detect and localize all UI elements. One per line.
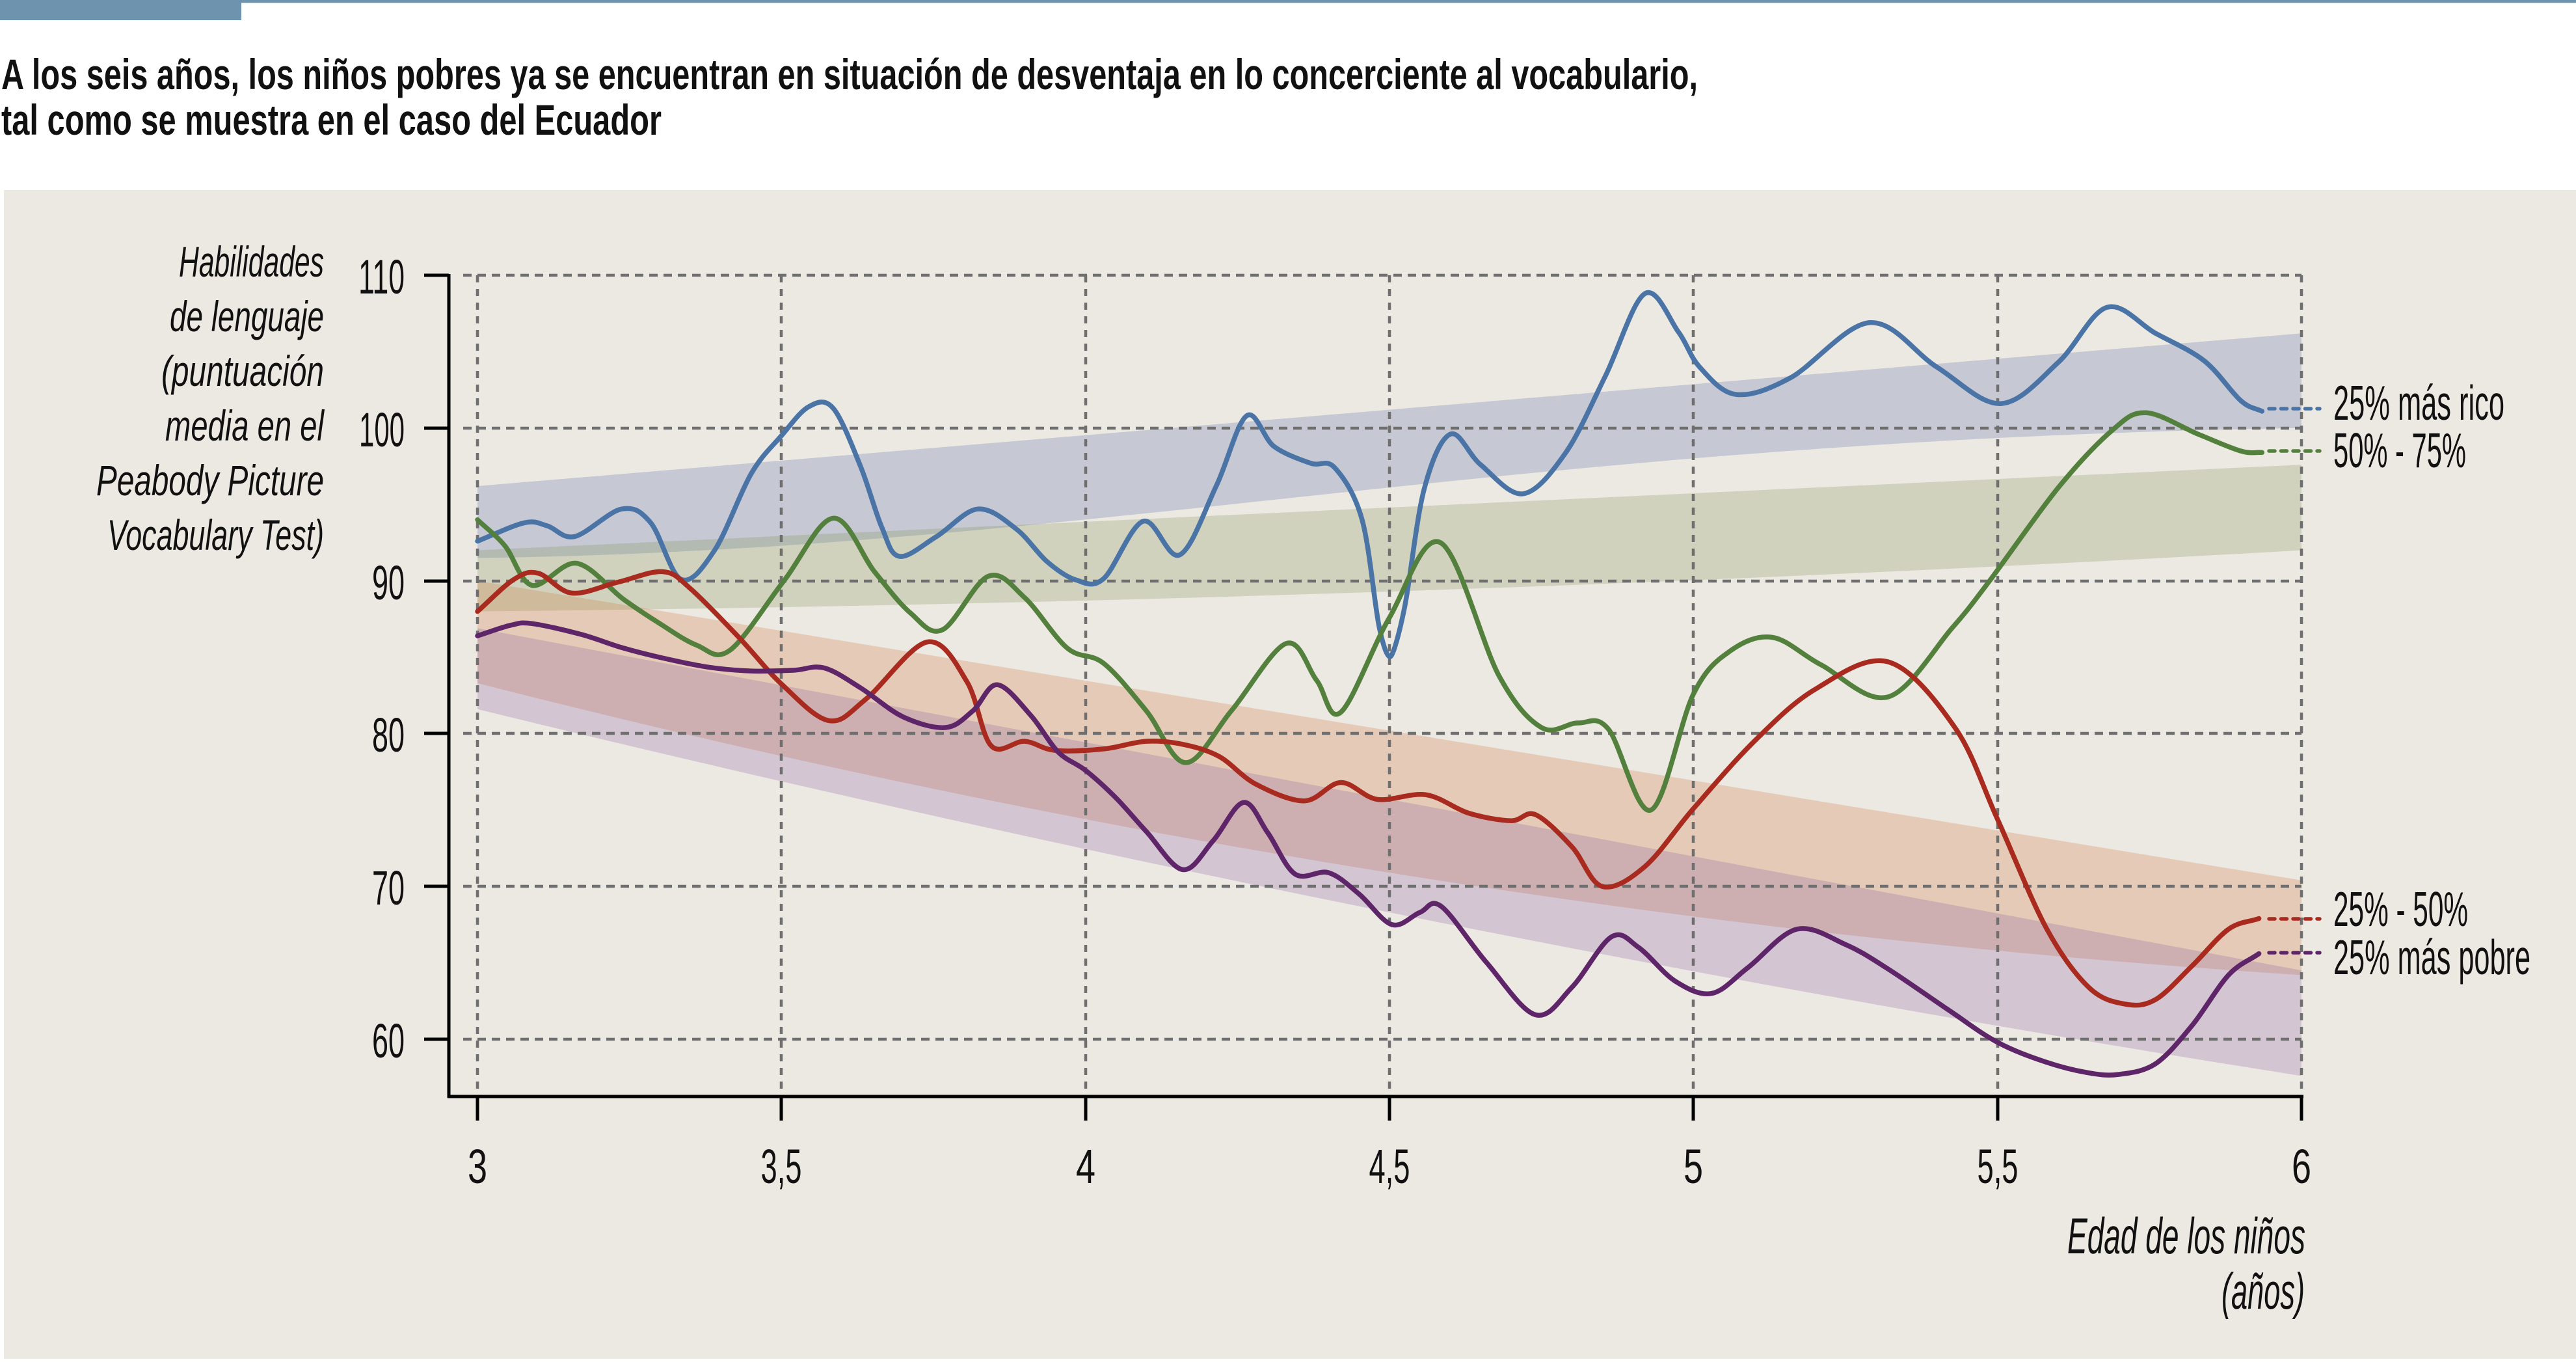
svg-text:Vocabulary Test): Vocabulary Test) [107, 511, 324, 559]
svg-text:6: 6 [2292, 1139, 2311, 1193]
svg-text:tal como se muestra en el caso: tal como se muestra en el caso del Ecuad… [1, 96, 662, 144]
svg-text:Peabody Picture: Peabody Picture [96, 456, 324, 504]
svg-text:3,5: 3,5 [761, 1139, 802, 1193]
svg-text:90: 90 [372, 556, 405, 610]
svg-text:4: 4 [1076, 1139, 1095, 1193]
svg-text:3: 3 [468, 1139, 487, 1193]
svg-text:70: 70 [372, 861, 405, 915]
svg-text:60: 60 [372, 1014, 405, 1068]
svg-text:Edad de los niños: Edad de los niños [2067, 1207, 2305, 1264]
svg-text:media en el: media en el [165, 402, 325, 450]
svg-text:25% más pobre: 25% más pobre [2333, 930, 2530, 985]
svg-text:110: 110 [358, 250, 405, 304]
svg-text:5: 5 [1684, 1139, 1703, 1193]
svg-text:5,5: 5,5 [1978, 1139, 2019, 1193]
svg-text:de lenguaje: de lenguaje [170, 292, 324, 340]
svg-text:(años): (años) [2221, 1262, 2305, 1320]
svg-text:25% - 50%: 25% - 50% [2333, 882, 2468, 936]
svg-text:(puntuación: (puntuación [161, 347, 324, 395]
svg-text:80: 80 [372, 708, 405, 762]
svg-text:4,5: 4,5 [1369, 1139, 1410, 1193]
svg-text:25% más rico: 25% más rico [2333, 375, 2504, 430]
svg-text:Habilidades: Habilidades [179, 238, 324, 286]
svg-text:50% - 75%: 50% - 75% [2333, 423, 2466, 478]
svg-text:100: 100 [359, 403, 405, 457]
svg-text:A los seis años, los niños pob: A los seis años, los niños pobres ya se … [1, 50, 1698, 98]
